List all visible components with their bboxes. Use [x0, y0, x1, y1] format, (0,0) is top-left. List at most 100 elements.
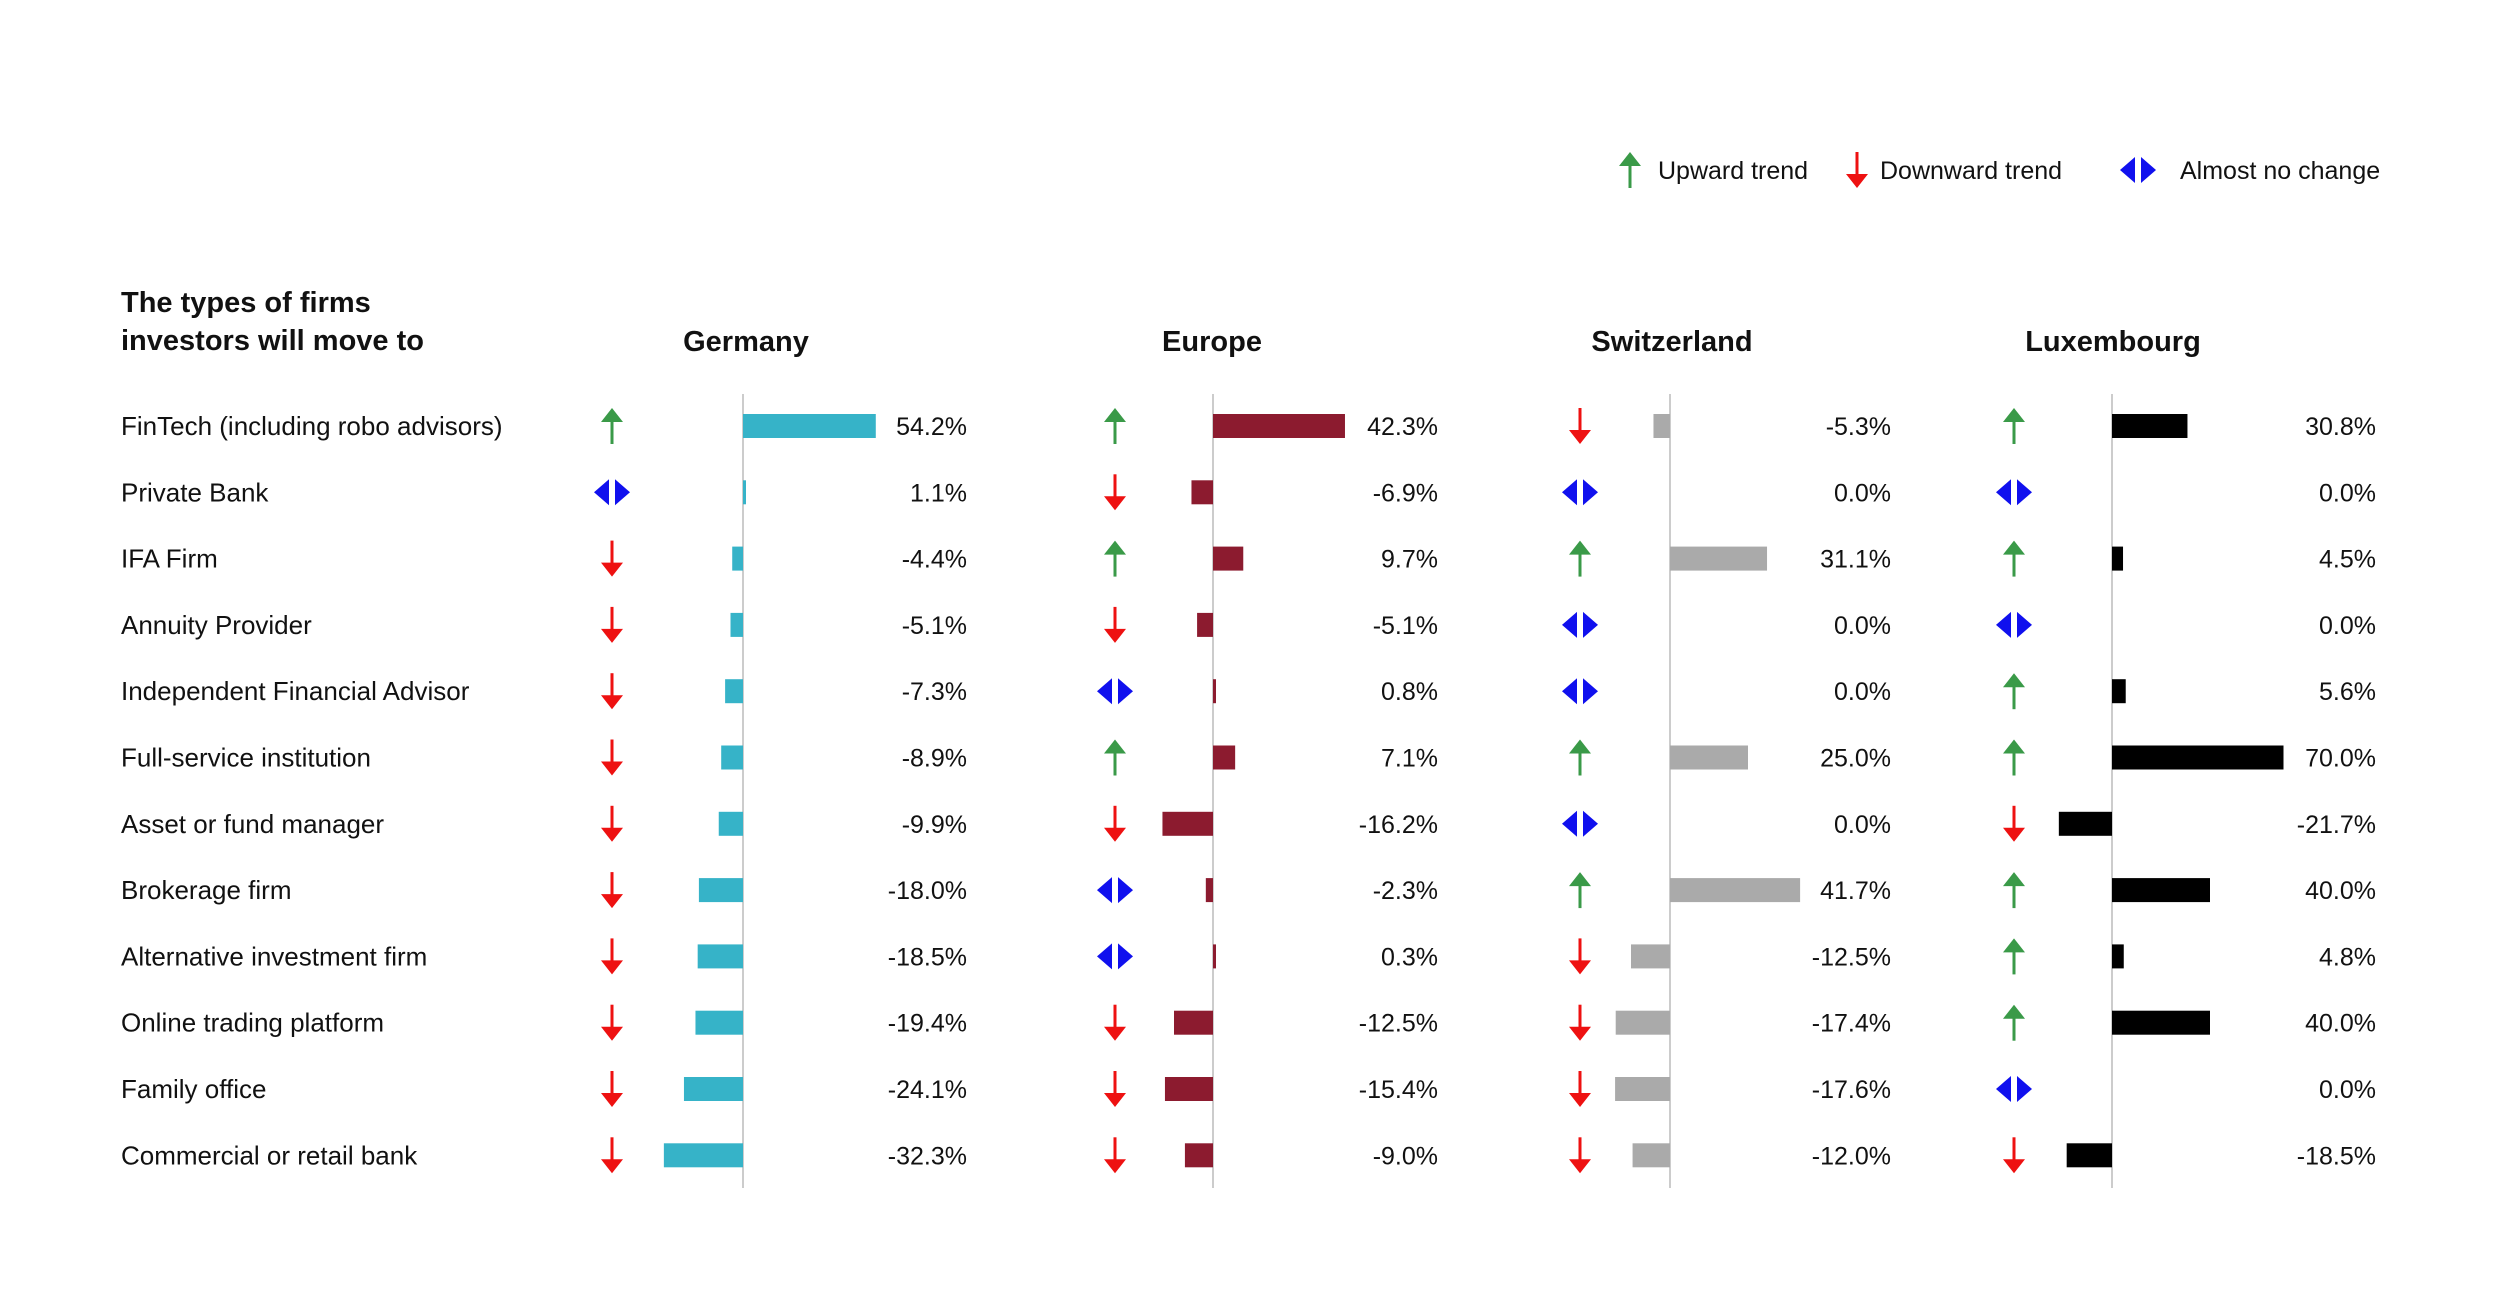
category-label: Brokerage firm [121, 875, 292, 905]
right-arrow-head [1118, 877, 1133, 904]
bar [663, 1143, 743, 1168]
down-arrow-head [1569, 1159, 1591, 1174]
bar [1670, 745, 1748, 770]
trend-down-icon [601, 1137, 623, 1174]
category-label: Online trading platform [121, 1008, 384, 1038]
bar [1631, 944, 1670, 969]
trend-down-icon [601, 872, 623, 909]
chart-title-line: The types of firms [121, 287, 371, 319]
value-label: -6.9% [1373, 479, 1438, 507]
value-label: -8.9% [902, 745, 967, 773]
trend-down-icon [2003, 805, 2025, 842]
up-arrow-head [1569, 872, 1591, 887]
down-arrow-head [1569, 1093, 1591, 1107]
down-arrow-head [601, 695, 623, 710]
value-label: 0.3% [1381, 943, 1438, 971]
value-label: 1.1% [910, 479, 967, 507]
bar [1213, 414, 1345, 438]
bar [2112, 745, 2284, 770]
trend-up-icon [1104, 540, 1126, 577]
bar [1184, 1143, 1213, 1168]
bar [725, 679, 743, 704]
up-arrow-head [2003, 872, 2025, 887]
left-arrow-head [1562, 810, 1577, 837]
bar [1191, 480, 1213, 505]
value-label: -4.4% [902, 546, 967, 574]
trend-down-icon [601, 540, 623, 577]
value-label: 0.0% [1834, 612, 1891, 640]
trend-up-icon [2003, 408, 2025, 444]
value-label: 25.0% [1820, 745, 1891, 773]
trend-down-icon [601, 673, 623, 710]
bar [2112, 878, 2210, 903]
right-arrow-head [1583, 611, 1598, 638]
trend-flat-icon [1996, 479, 2032, 506]
chart-title-line: investors will move to [121, 325, 424, 357]
down-arrow-head [1569, 960, 1591, 975]
category-label: IFA Firm [121, 544, 218, 574]
bar [1162, 811, 1213, 836]
down-arrow-head [1104, 1159, 1126, 1174]
value-label: 0.0% [1834, 479, 1891, 507]
trend-up-icon [1569, 872, 1591, 909]
down-arrow-head [2003, 1159, 2025, 1174]
bar [1197, 612, 1213, 637]
up-arrow-head [1104, 540, 1126, 555]
up-arrow-head [1619, 152, 1641, 166]
bar [718, 811, 743, 836]
bar [1205, 878, 1213, 903]
trend-up-icon [2003, 1004, 2025, 1041]
value-label: -12.5% [1359, 1010, 1438, 1038]
value-label: 42.3% [1367, 413, 1438, 441]
up-arrow-head [601, 408, 623, 422]
value-label: 70.0% [2305, 745, 2376, 773]
down-arrow-head [601, 1093, 623, 1107]
trend-flat-icon [1996, 611, 2032, 638]
right-arrow-head [1118, 678, 1133, 705]
down-arrow-head [1569, 1026, 1591, 1041]
left-arrow-head [1097, 877, 1112, 904]
trend-down-icon [1104, 1137, 1126, 1174]
trend-flat-icon [594, 479, 630, 506]
left-arrow-head [1996, 479, 2011, 506]
series-panel-germany: Germany 54.2% 1.1% -4.4% -5.1% -7.3% -8.9% -9.9… [594, 326, 967, 1188]
up-arrow-head [1104, 739, 1126, 754]
trend-up-icon [601, 408, 623, 444]
down-arrow-head [601, 894, 623, 909]
down-arrow-head [601, 562, 623, 577]
bar [695, 1010, 743, 1035]
left-arrow-head [594, 479, 609, 506]
value-label: 0.0% [2319, 612, 2376, 640]
value-label: -7.3% [902, 678, 967, 706]
bar [2112, 414, 2188, 438]
category-label: Asset or fund manager [121, 809, 384, 839]
left-arrow-head [1097, 943, 1112, 970]
trend-up-icon [2003, 872, 2025, 909]
trend-up-icon [2003, 673, 2025, 710]
bar [1164, 1077, 1213, 1101]
series-panel-switzerland: Switzerland -5.3% 0.0% 31.1% 0.0% 0.0% 25.0% 0.… [1562, 326, 1891, 1188]
trend-down-icon [601, 938, 623, 975]
value-label: -9.0% [1373, 1142, 1438, 1170]
category-label: Commercial or retail bank [121, 1140, 418, 1170]
right-arrow-head [2141, 157, 2156, 183]
up-arrow-head [2003, 1004, 2025, 1019]
bar [1615, 1077, 1670, 1101]
series-panel-europe: Europe 42.3% -6.9% 9.7% -5.1% 0.8% 7.1% -16.2% -… [1097, 326, 1438, 1188]
up-arrow-head [2003, 938, 2025, 953]
left-arrow-head [1996, 611, 2011, 638]
bar [1670, 546, 1768, 571]
bar [2112, 679, 2126, 704]
left-arrow-head [1996, 1076, 2011, 1102]
left-arrow-head [1562, 678, 1577, 705]
value-label: 30.8% [2305, 413, 2376, 441]
value-label: -21.7% [2297, 811, 2376, 839]
up-arrow-head [2003, 540, 2025, 555]
up-arrow-head [2003, 408, 2025, 422]
up-arrow-icon [1619, 152, 1641, 188]
trend-down-icon [1569, 1004, 1591, 1041]
trend-flat-icon [1562, 810, 1598, 837]
trend-down-icon [1569, 408, 1591, 444]
category-label: Alternative investment firm [121, 941, 427, 971]
trend-down-icon [2003, 1137, 2025, 1174]
